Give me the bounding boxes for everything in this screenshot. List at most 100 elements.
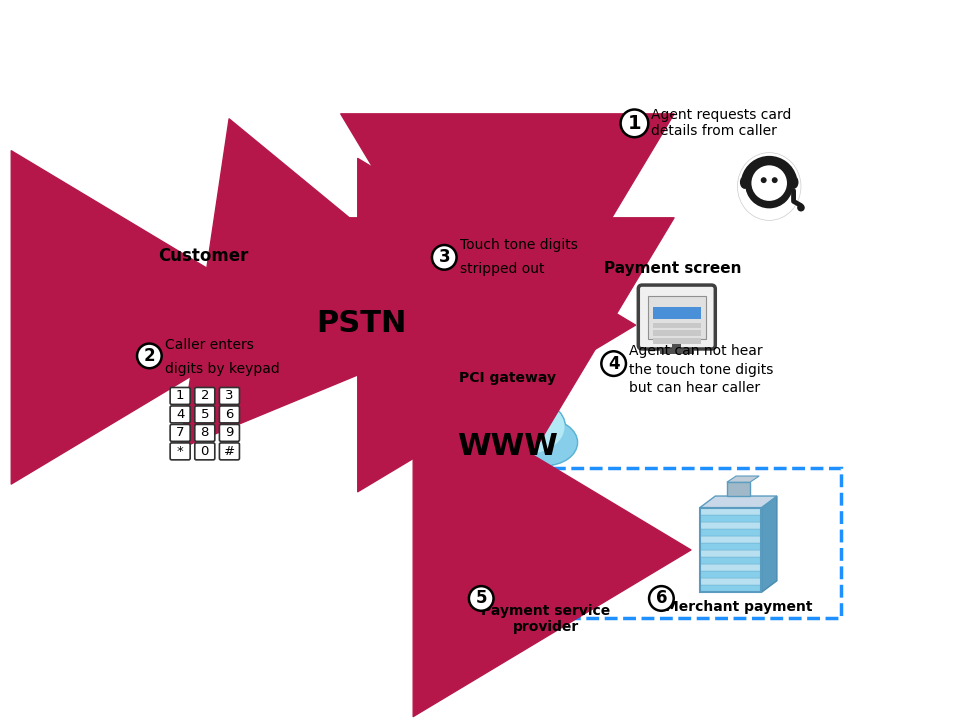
- Circle shape: [198, 326, 202, 330]
- Text: WWW: WWW: [457, 432, 558, 462]
- Text: Agent can not hear: Agent can not hear: [629, 344, 762, 359]
- Bar: [484, 292, 531, 315]
- Ellipse shape: [526, 551, 555, 559]
- Circle shape: [198, 313, 202, 318]
- FancyBboxPatch shape: [638, 285, 715, 349]
- FancyBboxPatch shape: [220, 406, 239, 423]
- Text: digits by keypad: digits by keypad: [165, 362, 279, 376]
- Circle shape: [752, 166, 787, 201]
- Bar: [672, 342, 682, 350]
- Bar: [700, 543, 761, 550]
- Circle shape: [620, 109, 648, 138]
- Ellipse shape: [478, 396, 537, 448]
- Circle shape: [213, 313, 217, 318]
- Ellipse shape: [491, 400, 564, 454]
- Bar: [700, 528, 761, 536]
- FancyBboxPatch shape: [220, 387, 239, 405]
- Ellipse shape: [484, 331, 531, 345]
- Bar: [700, 571, 761, 578]
- FancyBboxPatch shape: [195, 406, 215, 423]
- Ellipse shape: [526, 540, 555, 548]
- Ellipse shape: [526, 529, 555, 538]
- Ellipse shape: [542, 557, 596, 572]
- Ellipse shape: [484, 332, 531, 346]
- Bar: [653, 330, 701, 336]
- Ellipse shape: [484, 355, 531, 369]
- Circle shape: [213, 320, 217, 324]
- FancyBboxPatch shape: [170, 406, 190, 423]
- Ellipse shape: [291, 296, 356, 342]
- Text: Touch tone digits: Touch tone digits: [460, 238, 578, 252]
- Ellipse shape: [438, 419, 502, 466]
- FancyBboxPatch shape: [195, 424, 215, 441]
- Ellipse shape: [451, 421, 564, 475]
- Text: Payment service
provider: Payment service provider: [481, 604, 611, 634]
- Ellipse shape: [526, 560, 555, 569]
- Ellipse shape: [449, 399, 525, 454]
- Ellipse shape: [526, 561, 555, 570]
- Ellipse shape: [542, 531, 596, 546]
- Circle shape: [137, 343, 161, 368]
- Ellipse shape: [542, 556, 596, 571]
- Ellipse shape: [526, 571, 555, 579]
- FancyBboxPatch shape: [170, 387, 190, 405]
- Circle shape: [601, 351, 626, 376]
- Bar: [542, 539, 596, 564]
- Bar: [484, 339, 531, 361]
- Ellipse shape: [332, 274, 390, 324]
- Ellipse shape: [513, 419, 578, 466]
- Text: 4: 4: [176, 408, 184, 421]
- Polygon shape: [761, 496, 777, 593]
- Circle shape: [205, 320, 209, 324]
- Ellipse shape: [519, 534, 562, 581]
- Bar: [653, 307, 701, 319]
- Bar: [526, 544, 555, 554]
- Circle shape: [772, 177, 778, 183]
- Ellipse shape: [542, 532, 596, 547]
- Ellipse shape: [542, 507, 596, 522]
- Bar: [700, 585, 761, 593]
- Ellipse shape: [526, 549, 555, 558]
- Ellipse shape: [345, 276, 419, 330]
- Ellipse shape: [292, 297, 355, 341]
- Circle shape: [468, 586, 493, 611]
- Polygon shape: [727, 476, 759, 482]
- Bar: [700, 508, 761, 593]
- Bar: [700, 578, 761, 585]
- Bar: [542, 564, 596, 588]
- Circle shape: [432, 245, 457, 270]
- Ellipse shape: [484, 308, 531, 322]
- Circle shape: [649, 586, 674, 611]
- Polygon shape: [727, 482, 750, 496]
- Ellipse shape: [484, 307, 531, 321]
- Bar: [542, 515, 596, 539]
- Circle shape: [198, 320, 202, 324]
- Text: 1: 1: [176, 390, 184, 402]
- Circle shape: [760, 177, 767, 183]
- Circle shape: [205, 326, 209, 330]
- Bar: [526, 534, 555, 543]
- Ellipse shape: [451, 420, 564, 476]
- Text: stripped out: stripped out: [460, 262, 544, 276]
- Text: 1: 1: [628, 114, 641, 133]
- Circle shape: [213, 326, 217, 330]
- FancyBboxPatch shape: [170, 424, 190, 441]
- Circle shape: [746, 161, 793, 207]
- Text: PSTN: PSTN: [316, 309, 406, 338]
- FancyBboxPatch shape: [182, 296, 232, 341]
- Text: 6: 6: [656, 590, 667, 608]
- FancyBboxPatch shape: [195, 443, 215, 460]
- Ellipse shape: [303, 276, 378, 331]
- Bar: [700, 550, 761, 557]
- Circle shape: [180, 289, 235, 345]
- Text: 6: 6: [226, 408, 233, 421]
- Text: 8: 8: [201, 426, 209, 439]
- Ellipse shape: [737, 153, 801, 220]
- Text: 0: 0: [201, 445, 209, 458]
- Ellipse shape: [526, 539, 555, 547]
- Text: 2: 2: [144, 347, 156, 365]
- Circle shape: [205, 313, 209, 318]
- Bar: [660, 349, 694, 354]
- Text: 9: 9: [226, 426, 233, 439]
- Text: *: *: [177, 445, 183, 458]
